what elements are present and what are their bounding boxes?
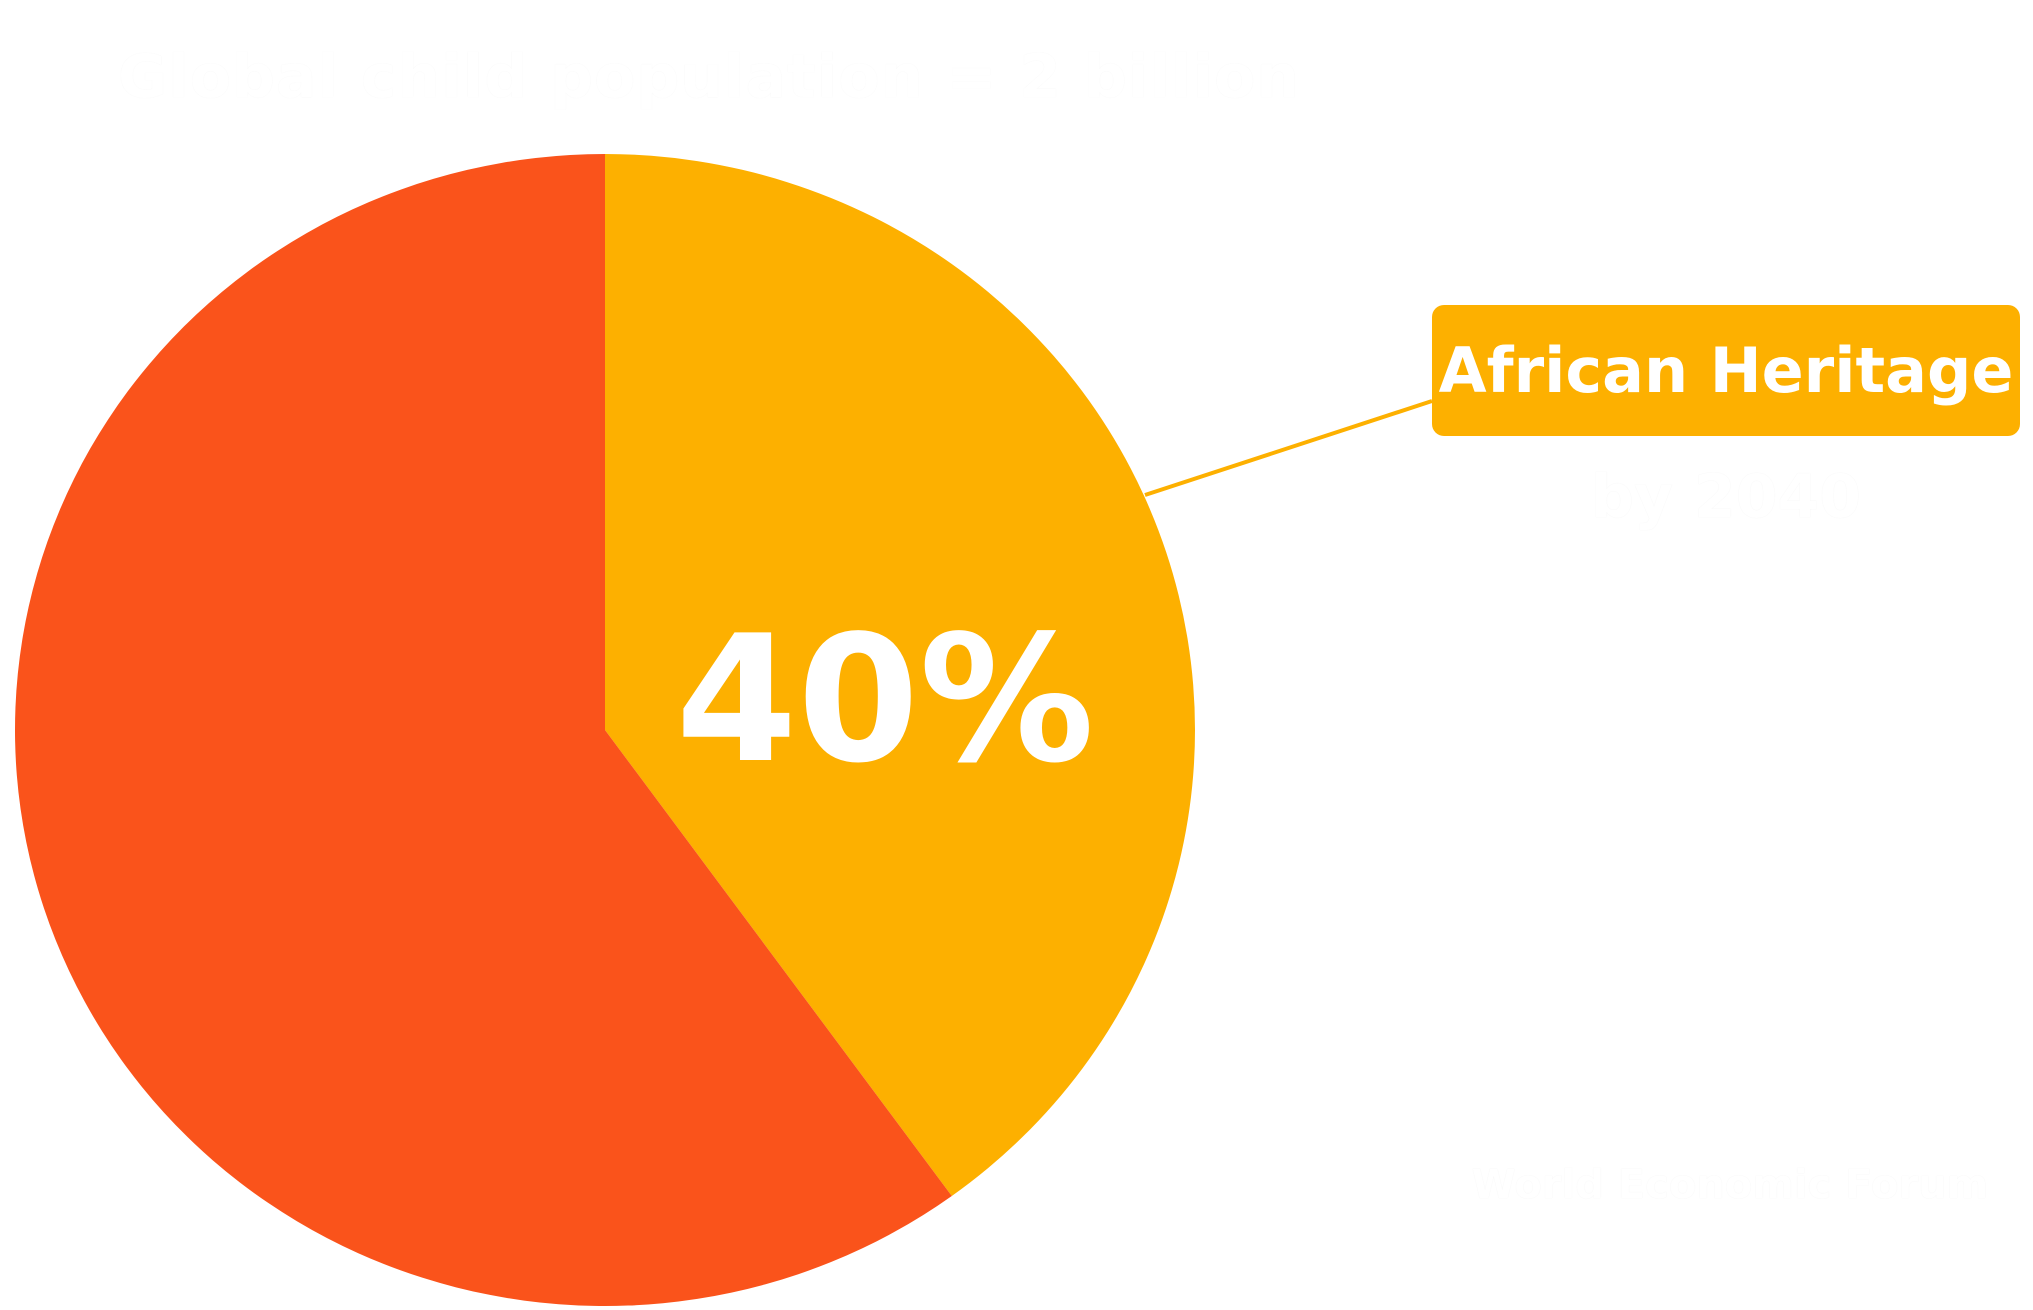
pie-slice-0 — [605, 154, 1195, 1196]
slice-label: African Heritage — [1438, 334, 2014, 407]
pie-slices — [14, 154, 1195, 1307]
source-credit: World Economic Forum — [1471, 1162, 1989, 1208]
slice-sublabel: by 2040 — [1591, 462, 1861, 532]
callout-leader-line — [1144, 399, 1433, 497]
pie-slice-1 — [14, 154, 952, 1307]
slice-value-label: 40% — [676, 599, 1095, 802]
slice-label-box: African Heritage — [1432, 305, 2020, 436]
chart-title: Global child population = 2 billion — [118, 42, 1301, 112]
